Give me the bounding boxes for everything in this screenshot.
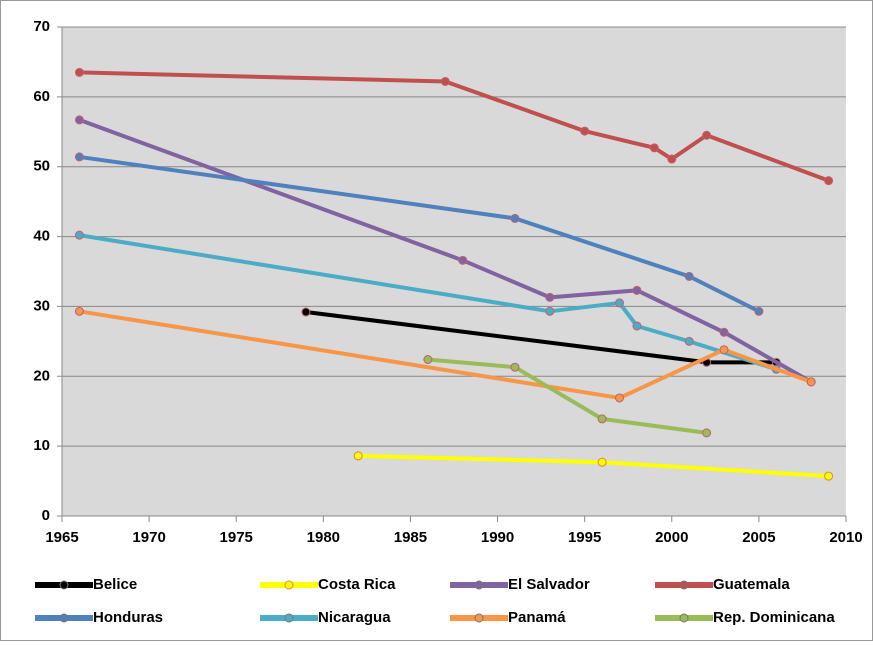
series-line xyxy=(78,118,813,384)
point xyxy=(74,115,84,125)
legend-label: Nicaragua xyxy=(318,609,391,626)
x-tick-label: 2000 xyxy=(655,529,688,546)
y-tick-label: 30 xyxy=(33,297,50,314)
point xyxy=(74,306,84,316)
point xyxy=(632,285,642,295)
series-line xyxy=(79,233,777,372)
point xyxy=(74,230,84,240)
legend-marker xyxy=(679,613,689,623)
point xyxy=(597,414,607,424)
point xyxy=(580,126,590,136)
y-tick-label: 10 xyxy=(33,437,50,454)
series-line xyxy=(79,154,760,314)
point xyxy=(702,428,712,438)
legend-marker xyxy=(59,613,69,623)
y-tick-label: 0 xyxy=(42,507,50,524)
point xyxy=(74,152,84,162)
point xyxy=(423,355,433,365)
y-tick-label: 40 xyxy=(33,228,50,245)
series-line xyxy=(427,357,707,435)
point xyxy=(353,451,363,461)
point xyxy=(545,292,555,302)
point xyxy=(684,271,694,281)
legend-label: Costa Rica xyxy=(318,576,396,593)
legend-marker xyxy=(284,613,294,623)
x-tick-label: 2005 xyxy=(742,529,775,546)
point xyxy=(632,321,642,331)
point xyxy=(545,306,555,316)
legend-marker xyxy=(284,580,294,590)
x-tick-label: 1990 xyxy=(481,529,514,546)
legend-label: Rep. Dominicana xyxy=(713,609,835,626)
point xyxy=(684,336,694,346)
x-tick-label: 1970 xyxy=(132,529,165,546)
legend-label: Honduras xyxy=(93,609,163,626)
point xyxy=(824,176,834,186)
point xyxy=(754,306,764,316)
legend-label: El Salvador xyxy=(508,576,590,593)
x-tick-label: 1965 xyxy=(45,529,78,546)
x-tick-label: 1975 xyxy=(220,529,253,546)
point xyxy=(806,377,816,387)
legend-marker xyxy=(679,580,689,590)
y-tick-label: 60 xyxy=(33,88,50,105)
legend-marker xyxy=(474,580,484,590)
y-tick-label: 70 xyxy=(33,18,50,35)
x-tick-label: 1980 xyxy=(307,529,340,546)
series-line xyxy=(79,309,812,400)
point xyxy=(719,345,729,355)
legend-label: Guatemala xyxy=(713,576,790,593)
point xyxy=(597,457,607,467)
plot-area xyxy=(62,27,846,516)
point xyxy=(667,154,677,164)
point xyxy=(615,298,625,308)
x-tick-label: 1995 xyxy=(568,529,601,546)
legend-marker xyxy=(474,613,484,623)
point xyxy=(649,143,659,153)
legend-label: Belice xyxy=(93,576,137,593)
point xyxy=(719,327,729,337)
point xyxy=(824,471,834,481)
y-tick-label: 50 xyxy=(33,158,50,175)
legend-marker xyxy=(59,580,69,590)
point xyxy=(510,213,520,223)
point xyxy=(702,130,712,140)
point xyxy=(510,362,520,372)
x-tick-label: 2010 xyxy=(829,529,862,546)
point xyxy=(615,393,625,403)
point xyxy=(74,67,84,77)
x-tick-label: 1985 xyxy=(394,529,427,546)
point xyxy=(458,255,468,265)
point xyxy=(440,76,450,86)
legend-label: Panamá xyxy=(508,609,566,626)
point xyxy=(301,307,311,317)
y-tick-label: 20 xyxy=(33,367,50,384)
